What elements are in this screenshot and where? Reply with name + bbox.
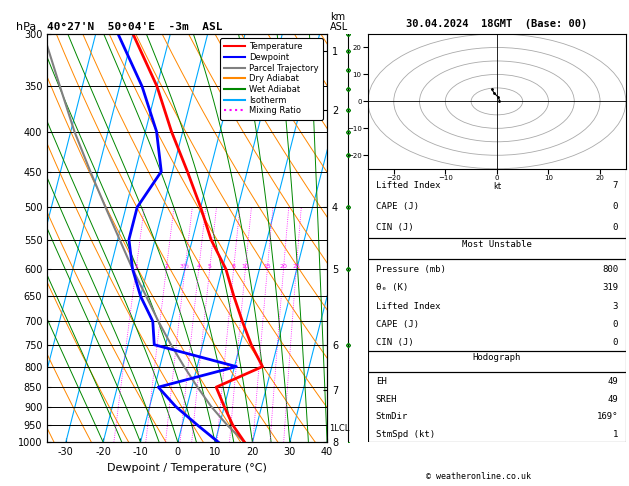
Text: SREH: SREH bbox=[376, 395, 397, 404]
Text: 312: 312 bbox=[602, 159, 618, 168]
Text: 0: 0 bbox=[613, 338, 618, 347]
Text: 49: 49 bbox=[608, 395, 618, 404]
Text: Dewp (°C): Dewp (°C) bbox=[376, 138, 424, 147]
Text: CIN (J): CIN (J) bbox=[376, 338, 413, 347]
Text: Totals Totals: Totals Totals bbox=[376, 58, 445, 67]
Text: 25: 25 bbox=[292, 264, 300, 269]
Text: K: K bbox=[376, 39, 381, 49]
Text: Pressure (mb): Pressure (mb) bbox=[376, 265, 445, 274]
Text: StmSpd (kt): StmSpd (kt) bbox=[376, 430, 435, 439]
Text: PW (cm): PW (cm) bbox=[376, 76, 413, 85]
Text: 319: 319 bbox=[602, 283, 618, 292]
Text: 40°27'N  50°04'E  -3m  ASL: 40°27'N 50°04'E -3m ASL bbox=[47, 22, 223, 32]
Text: 30.04.2024  18GMT  (Base: 00): 30.04.2024 18GMT (Base: 00) bbox=[406, 19, 587, 29]
Legend: Temperature, Dewpoint, Parcel Trajectory, Dry Adiabat, Wet Adiabat, Isotherm, Mi: Temperature, Dewpoint, Parcel Trajectory… bbox=[220, 38, 323, 120]
Text: 49: 49 bbox=[608, 378, 618, 386]
Text: CAPE (J): CAPE (J) bbox=[376, 320, 419, 329]
Text: 0: 0 bbox=[613, 202, 618, 211]
Bar bbox=[368, 260, 626, 351]
Text: 15: 15 bbox=[264, 264, 271, 269]
Text: 20: 20 bbox=[279, 264, 287, 269]
Text: 1: 1 bbox=[613, 430, 618, 439]
Text: 0: 0 bbox=[613, 223, 618, 232]
X-axis label: kt: kt bbox=[493, 182, 501, 191]
Text: Lifted Index: Lifted Index bbox=[376, 181, 440, 190]
Bar bbox=[368, 238, 626, 260]
Text: hPa: hPa bbox=[16, 21, 36, 32]
Text: 800: 800 bbox=[602, 265, 618, 274]
Text: 10.9: 10.9 bbox=[597, 138, 618, 147]
Text: 1.62: 1.62 bbox=[597, 76, 618, 85]
Text: 8: 8 bbox=[613, 39, 618, 49]
Text: 1LCL: 1LCL bbox=[329, 424, 349, 433]
Text: 45: 45 bbox=[608, 58, 618, 67]
Text: θₑ (K): θₑ (K) bbox=[376, 283, 408, 292]
Text: Hodograph: Hodograph bbox=[473, 353, 521, 362]
Text: 8: 8 bbox=[231, 264, 235, 269]
Text: CIN (J): CIN (J) bbox=[376, 223, 413, 232]
Text: Surface: Surface bbox=[478, 91, 516, 100]
Text: 0: 0 bbox=[613, 320, 618, 329]
Bar bbox=[368, 351, 626, 372]
Text: 3½: 3½ bbox=[180, 264, 190, 269]
Text: 2: 2 bbox=[164, 264, 169, 269]
Text: 5: 5 bbox=[208, 264, 211, 269]
Text: 1: 1 bbox=[134, 264, 138, 269]
X-axis label: Dewpoint / Temperature (°C): Dewpoint / Temperature (°C) bbox=[107, 463, 267, 473]
Text: 169°: 169° bbox=[597, 413, 618, 421]
Text: θₑ(K): θₑ(K) bbox=[376, 159, 403, 168]
Text: StmDir: StmDir bbox=[376, 413, 408, 421]
Text: 17.9: 17.9 bbox=[597, 117, 618, 125]
Text: Lifted Index: Lifted Index bbox=[376, 301, 440, 311]
Text: Temp (°C): Temp (°C) bbox=[376, 117, 424, 125]
Text: CAPE (J): CAPE (J) bbox=[376, 202, 419, 211]
Text: EH: EH bbox=[376, 378, 386, 386]
Text: © weatheronline.co.uk: © weatheronline.co.uk bbox=[426, 472, 530, 481]
Bar bbox=[368, 34, 626, 89]
Bar bbox=[368, 110, 626, 238]
Text: 7: 7 bbox=[613, 181, 618, 190]
Text: 10: 10 bbox=[242, 264, 249, 269]
Text: Most Unstable: Most Unstable bbox=[462, 240, 532, 249]
Text: 3: 3 bbox=[613, 301, 618, 311]
Text: 4: 4 bbox=[197, 264, 201, 269]
Text: km
ASL: km ASL bbox=[330, 12, 348, 32]
Bar bbox=[368, 89, 626, 110]
Bar bbox=[368, 372, 626, 442]
